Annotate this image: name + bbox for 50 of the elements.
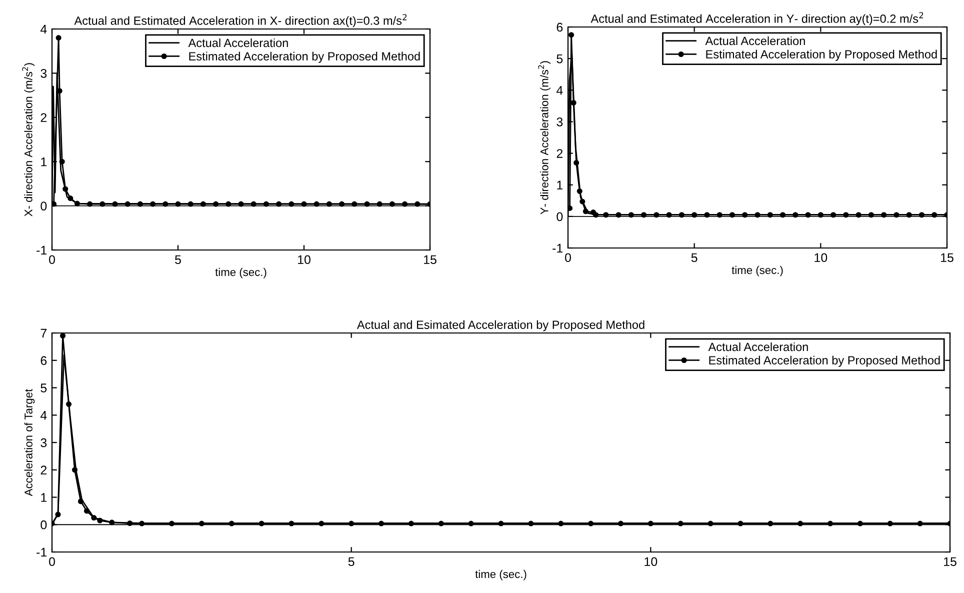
- y-tick-label: -1: [36, 246, 47, 255]
- y-tick-label: 7: [40, 328, 47, 338]
- x-tick-label: 0: [565, 253, 571, 262]
- x-tick-label: 5: [348, 557, 354, 566]
- legend-label: Actual Acceleration: [188, 38, 288, 48]
- x-tick-label: 10: [814, 253, 828, 262]
- x-tick-label: 5: [175, 255, 181, 264]
- y-tick-label: 5: [556, 54, 563, 64]
- chart-title: Actual and Estimated Acceleration in X- direction ax(t)=0.3 m/s$^{2}$: [74, 14, 407, 28]
- y-tick-label: 2: [556, 149, 563, 158]
- y-tick-label: 3: [556, 118, 563, 126]
- legend-label: Actual Acceleration: [705, 36, 805, 46]
- legend-label: Estimated Acceleration by Proposed Method: [709, 356, 940, 367]
- x-axis-title: time (sec.): [215, 268, 266, 278]
- x-axis-title: time (sec.): [732, 266, 783, 276]
- x-tick-label: 10: [298, 255, 310, 264]
- y-tick-label: -1: [36, 548, 47, 557]
- y-tick-label: -1: [552, 244, 563, 253]
- y-tick-label: 5: [40, 384, 47, 392]
- y-tick-label: 4: [40, 24, 47, 34]
- y-tick-label: 2: [40, 466, 47, 474]
- y-tick-label: 3: [40, 438, 47, 448]
- legend-label: Estimated Acceleration by Proposed Method: [706, 50, 937, 61]
- y-axis-title: Acceleration of Target: [24, 388, 35, 496]
- y-tick-label: 6: [556, 22, 563, 32]
- y-tick-label: 0: [40, 202, 47, 210]
- chart-title: Actual and Estimated Acceleration in Y- direction ay(t)=0.2 m/s$^{2}$: [590, 12, 924, 26]
- y-tick-label: 1: [41, 158, 47, 166]
- y-tick-label: 4: [556, 86, 563, 95]
- y-tick-label: 1: [557, 180, 563, 190]
- y-tick-label: 6: [40, 356, 47, 366]
- x-axis-title: time (sec.): [475, 570, 526, 580]
- x-tick-label: 15: [424, 255, 436, 264]
- y-tick-label: 1: [41, 493, 47, 502]
- y-axis-title: Y- direction Acceleration (m/s$^{2}$): [538, 61, 551, 214]
- x-tick-label: 0: [49, 557, 55, 566]
- x-tick-label: 5: [691, 253, 698, 262]
- y-tick-label: 0: [40, 520, 47, 530]
- y-tick-label: 4: [40, 411, 47, 420]
- y-axis-title: X- direction Acceleration (m/s$^{2}$): [22, 63, 35, 216]
- x-tick-label: 15: [941, 253, 954, 262]
- y-tick-label: 2: [40, 113, 47, 122]
- legend-label: Estimated Acceleration by Proposed Method: [189, 52, 420, 63]
- legend-label: Actual Acceleration: [708, 342, 808, 352]
- x-tick-label: 15: [944, 557, 956, 566]
- x-tick-label: 0: [49, 255, 55, 264]
- y-tick-label: 0: [556, 212, 563, 222]
- chart-title: Actual and Esimated Acceleration by Proposed Method: [356, 320, 644, 332]
- y-tick-label: 3: [40, 69, 47, 78]
- x-tick-label: 10: [644, 557, 658, 566]
